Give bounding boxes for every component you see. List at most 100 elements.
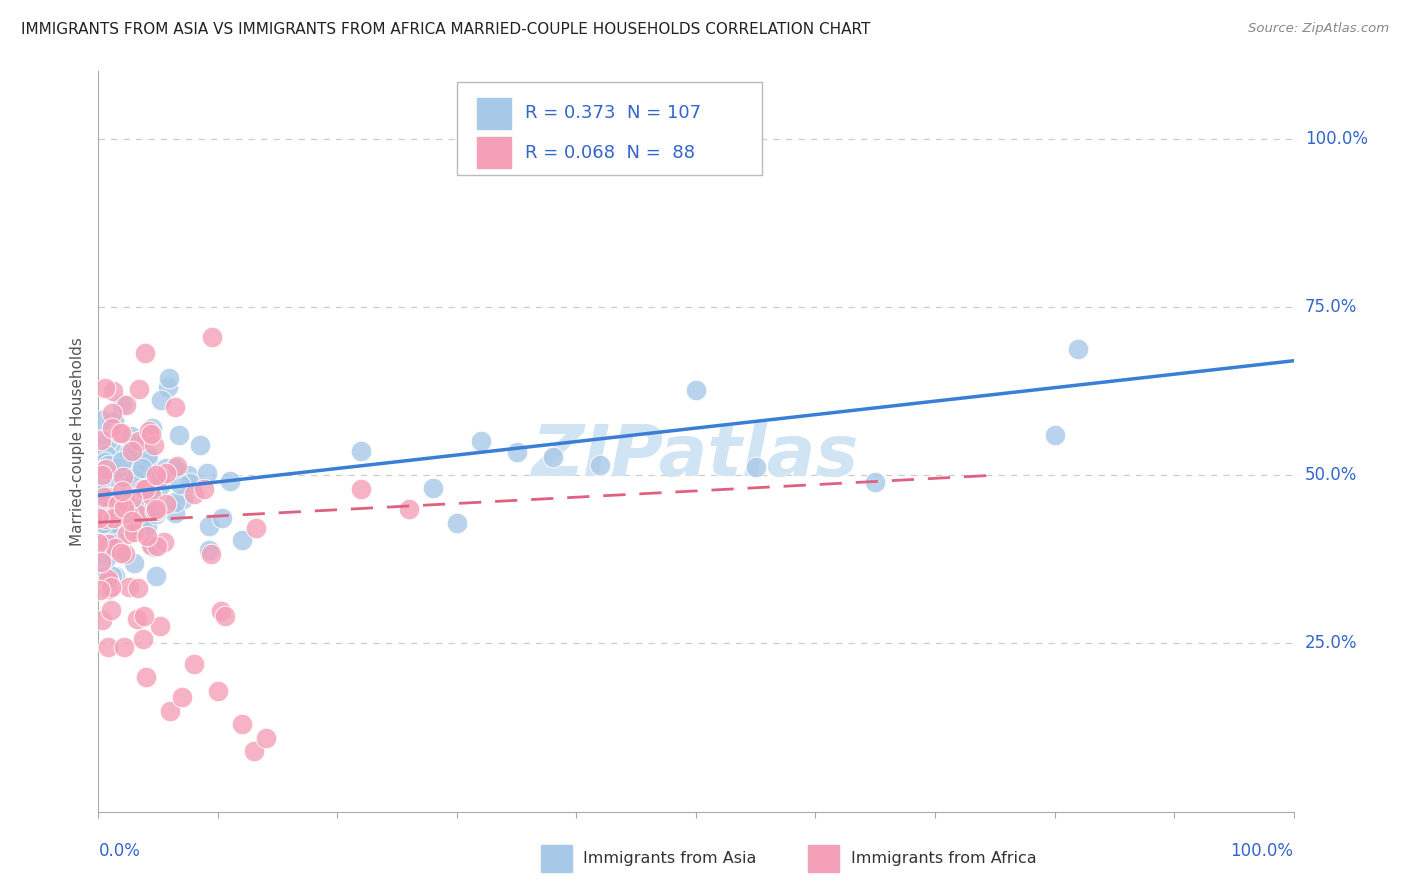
Point	[128, 382, 150, 396]
Point	[197, 519, 219, 533]
Point	[153, 468, 176, 483]
Point	[94, 535, 117, 549]
Text: 0.0%: 0.0%	[98, 842, 141, 860]
Point	[91, 537, 114, 551]
Point	[90, 457, 112, 471]
Point	[107, 502, 129, 516]
Point	[103, 470, 125, 484]
Point	[112, 640, 135, 654]
Point	[172, 690, 194, 705]
Point	[1067, 342, 1090, 356]
Text: 75.0%: 75.0%	[1305, 298, 1357, 316]
Point	[129, 500, 152, 514]
Point	[101, 406, 124, 420]
Point	[149, 619, 172, 633]
Point	[97, 490, 120, 504]
Point	[96, 461, 118, 475]
Point	[100, 521, 122, 535]
Bar	[477, 98, 510, 129]
Point	[145, 508, 167, 522]
Point	[90, 555, 112, 569]
Point	[100, 414, 122, 428]
Point	[145, 468, 167, 483]
Point	[97, 458, 120, 472]
Point	[145, 502, 167, 516]
Point	[112, 481, 135, 495]
Point	[103, 384, 125, 398]
Point	[231, 533, 253, 547]
Point	[179, 476, 201, 491]
Point	[101, 421, 124, 435]
Point	[105, 519, 128, 533]
Point	[169, 477, 191, 491]
Point	[112, 545, 135, 559]
Text: 50.0%: 50.0%	[1305, 467, 1357, 484]
Point	[100, 603, 122, 617]
Point	[91, 467, 114, 482]
Point	[136, 449, 159, 463]
Point	[122, 524, 145, 539]
Point	[100, 536, 122, 550]
Point	[94, 448, 117, 462]
Point	[132, 632, 155, 647]
Point	[188, 438, 211, 452]
Point	[118, 446, 141, 460]
Point	[112, 483, 135, 498]
Point	[89, 583, 111, 598]
Point	[745, 459, 768, 474]
Point	[93, 569, 115, 583]
Point	[112, 501, 135, 516]
Point	[207, 683, 229, 698]
Point	[101, 444, 124, 458]
Point	[398, 501, 420, 516]
Point	[183, 487, 205, 501]
Point	[97, 509, 120, 524]
Point	[141, 485, 163, 500]
Point	[143, 500, 166, 514]
Point	[146, 504, 169, 518]
Point	[117, 507, 139, 521]
Point	[865, 475, 887, 490]
Point	[115, 398, 138, 412]
Text: R = 0.068  N =  88: R = 0.068 N = 88	[524, 144, 695, 161]
Point	[97, 573, 120, 587]
Point	[110, 425, 132, 440]
Point	[96, 569, 118, 583]
Point	[153, 535, 176, 549]
Point	[87, 535, 110, 549]
Point	[131, 521, 153, 535]
Point	[135, 431, 157, 445]
Text: 25.0%: 25.0%	[1305, 634, 1357, 652]
Point	[446, 516, 468, 531]
Point	[200, 547, 222, 561]
Point	[132, 609, 155, 624]
Point	[139, 539, 162, 553]
Point	[162, 461, 184, 475]
Point	[155, 460, 177, 475]
Point	[93, 490, 115, 504]
Point	[120, 428, 142, 442]
Point	[100, 569, 122, 583]
Point	[111, 397, 134, 411]
Point	[589, 458, 612, 472]
Point	[165, 495, 187, 509]
Point	[135, 459, 157, 474]
Point	[91, 613, 114, 627]
Point	[165, 506, 187, 520]
Point	[145, 569, 167, 583]
Point	[120, 475, 142, 490]
Point	[149, 479, 172, 493]
Point	[138, 476, 160, 491]
Point	[107, 497, 129, 511]
Point	[350, 482, 373, 496]
Point	[245, 521, 267, 535]
Point	[132, 487, 155, 501]
Point	[172, 491, 194, 506]
Point	[138, 425, 160, 439]
Point	[127, 581, 149, 595]
Point	[128, 434, 150, 448]
Point	[139, 488, 162, 502]
Point	[125, 521, 148, 535]
Point	[150, 392, 173, 407]
Point	[121, 443, 143, 458]
